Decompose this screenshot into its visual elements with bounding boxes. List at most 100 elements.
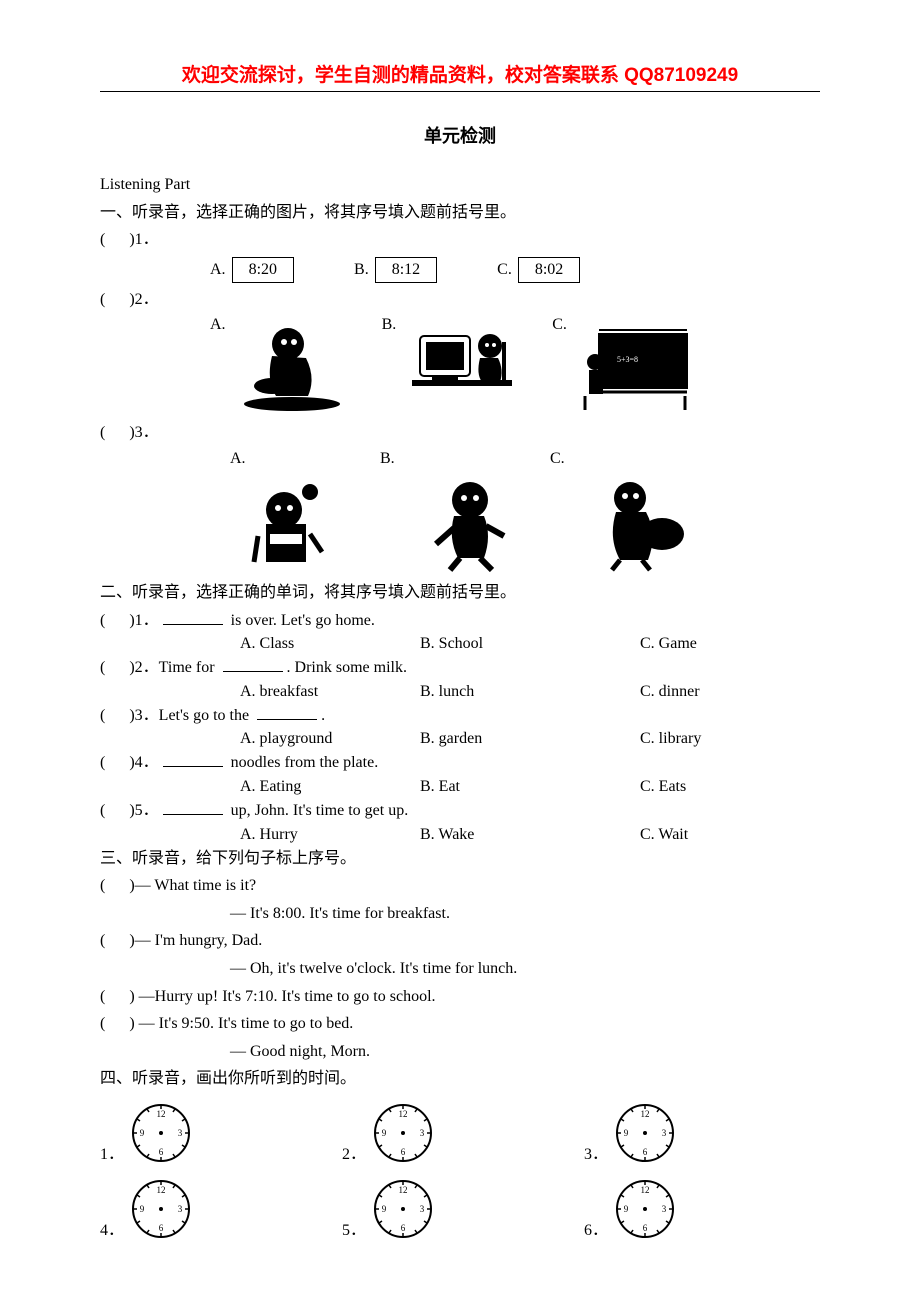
s3-line: ( )— I'm hungry, Dad. [100,928,820,954]
blank [163,750,223,767]
dialogue: — It's 8:00. It's time for breakfast. [230,905,450,922]
sentence-pre: Time for [159,659,219,676]
clock-icon: 12 3 6 9 [614,1178,676,1240]
s1-q3-images [100,476,820,572]
blank [163,608,223,625]
svg-text:12: 12 [641,1109,650,1119]
dialogue: — Oh, it's twelve o'clock. It's time for… [230,960,517,977]
svg-text:12: 12 [157,1185,166,1195]
clock-5: 5． 12 3 6 9 [342,1178,434,1240]
cartoon-computer-icon [402,316,522,412]
clock-3: 3． 12 3 6 9 [584,1102,676,1164]
svg-text:9: 9 [140,1204,145,1214]
opt-c: C. library [640,730,701,748]
clock-6: 6． 12 3 6 9 [584,1178,676,1240]
s2-q1: ( )1． is over. Let's go home. A. Class B… [100,608,820,654]
opt-a: A. Eating [240,778,420,796]
svg-text:9: 9 [382,1128,387,1138]
s2-q3: ( )3．Let's go to the . A. playground B. … [100,703,820,749]
s2-q4: ( )4． noodles from the plate. A. Eating … [100,750,820,796]
sentence-post: up, John. It's time to get up. [227,802,409,819]
s2-q5: ( )5． up, John. It's time to get up. A. … [100,798,820,844]
svg-text:3: 3 [178,1128,183,1138]
clock-icon: 12 3 6 9 [372,1178,434,1240]
opt-b-label: B. [380,450,395,467]
svg-text:6: 6 [401,1147,406,1157]
opt-a-label: A. [210,261,226,279]
clock-icon: 12 3 6 9 [130,1178,192,1240]
dialogue: — It's 9:50. It's time to go to bed. [139,1015,354,1032]
s1-q1-num: ( )1． [100,227,820,253]
s1-q3-c [580,476,700,572]
sentence-post: is over. Let's go home. [227,612,375,629]
blank [223,655,283,672]
opt-a: A. Hurry [240,826,420,844]
paren: ( )4． [100,754,159,771]
cartoon-eating-icon [230,476,350,572]
svg-text:3: 3 [420,1204,425,1214]
clock-row-1: 1． 12 3 6 9 2． [100,1102,820,1164]
dialogue: — What time is it? [135,877,256,894]
blank [163,798,223,815]
dialogue: — I'm hungry, Dad. [135,932,263,949]
s1-q3-num: ( )3． [100,420,820,446]
opt-b: B. lunch [420,683,640,701]
paren: ( )3． [100,424,159,441]
opt-c: C. Eats [640,778,686,796]
svg-text:12: 12 [641,1185,650,1195]
opt-c: C. Game [640,635,697,653]
cartoon-running-icon [410,476,530,572]
page-title: 单元检测 [100,122,820,148]
opt-a-label: A. [210,316,226,334]
sentence-post: noodles from the plate. [227,754,379,771]
s1-q3-b [410,476,530,572]
paren: ( ) [100,1015,139,1032]
paren: ( )1． [100,231,159,248]
sentence-pre: Let's go to the [159,707,253,724]
svg-text:6: 6 [643,1147,648,1157]
clock-1: 1． 12 3 6 9 [100,1102,192,1164]
clock-num: 4． [100,1216,124,1240]
s1-q2-a: A. [210,316,352,412]
cartoon-blackboard-icon: 5+3=8 [573,316,693,412]
section3-heading: 三、听录音，给下列句子标上序号。 [100,846,820,872]
svg-text:12: 12 [157,1109,166,1119]
opt-c-label: C. [497,261,512,279]
opt-a-label: A. [230,450,246,467]
opt-b: B. Eat [420,778,640,796]
s1-q3-labels: A. B. C. [100,450,820,468]
opt-a: A. playground [240,730,420,748]
clock-num: 5． [342,1216,366,1240]
opt-c-label: C. [550,450,565,467]
cartoon-carrying-icon [580,476,700,572]
paren: ( ) [100,932,135,949]
s3-line: ( ) —Hurry up! It's 7:10. It's time to g… [100,984,820,1010]
svg-text:9: 9 [140,1128,145,1138]
opt-b: B. School [420,635,640,653]
s3-line: — It's 8:00. It's time for breakfast. [100,901,820,927]
svg-text:6: 6 [159,1147,164,1157]
opt-a: A. Class [240,635,420,653]
svg-text:12: 12 [399,1185,408,1195]
paren: ( ) [100,877,135,894]
dialogue: —Hurry up! It's 7:10. It's time to go to… [139,988,436,1005]
s1-q2-c: C. 5+3=8 [552,316,693,412]
cartoon-cooking-icon [232,316,352,412]
svg-text:3: 3 [662,1204,667,1214]
paren: ( ) [100,988,139,1005]
section2-heading: 二、听录音，选择正确的单词，将其序号填入题前括号里。 [100,580,820,606]
s2-q2: ( )2．Time for . Drink some milk. A. brea… [100,655,820,701]
s1-q1-options: A. 8:20 B. 8:12 C. 8:02 [100,257,820,283]
s3-line: — Good night, Morn. [100,1039,820,1065]
clock-num: 6． [584,1216,608,1240]
opt-b-label: B. [382,316,397,334]
blank [257,703,317,720]
clock-num: 2． [342,1140,366,1164]
paren: ( )2． [100,659,159,676]
section4-heading: 四、听录音，画出你所听到的时间。 [100,1066,820,1092]
svg-text:3: 3 [662,1128,667,1138]
svg-text:6: 6 [159,1223,164,1233]
listening-part-label: Listening Part [100,172,820,198]
opt-b: B. garden [420,730,640,748]
s1-q2-images: A. B. C. [100,316,820,412]
